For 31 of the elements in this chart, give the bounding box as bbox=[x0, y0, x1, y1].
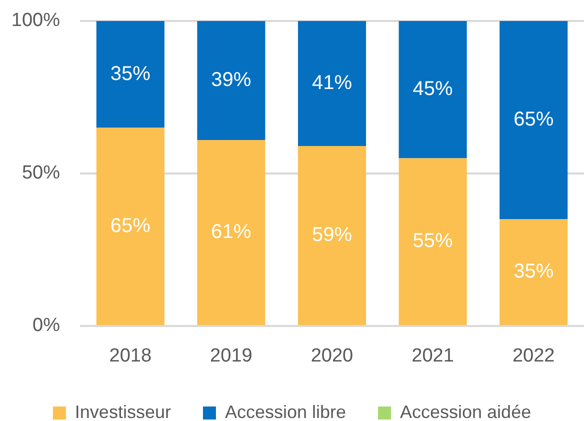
bar bbox=[197, 21, 266, 140]
bar bbox=[298, 21, 366, 146]
x-tick-label: 2021 bbox=[412, 346, 454, 367]
bar bbox=[398, 21, 467, 158]
data-label: 45% bbox=[412, 78, 454, 100]
data-label: 59% bbox=[312, 224, 352, 246]
bar bbox=[197, 140, 266, 325]
x-tick-label: 2022 bbox=[512, 346, 555, 367]
data-label: 65% bbox=[110, 214, 151, 237]
data-label: 41% bbox=[312, 72, 352, 94]
legend-label: Accession libre bbox=[224, 402, 346, 421]
x-tick-label: 2018 bbox=[109, 346, 152, 367]
y-tick-label: 50% bbox=[22, 162, 60, 184]
bar bbox=[96, 21, 164, 128]
bar bbox=[398, 158, 467, 325]
data-label: 35% bbox=[110, 62, 151, 85]
data-label: 55% bbox=[412, 230, 454, 252]
bar bbox=[500, 21, 568, 220]
bar bbox=[96, 128, 164, 325]
legend-label: Investisseur bbox=[74, 402, 171, 421]
bar bbox=[500, 219, 568, 325]
bar bbox=[298, 146, 366, 325]
data-label: 35% bbox=[514, 260, 554, 283]
y-tick-label: 100% bbox=[11, 10, 60, 32]
data-label: 39% bbox=[211, 68, 252, 91]
legend-label: Accession aidée bbox=[400, 402, 532, 421]
x-tick-label: 2019 bbox=[210, 346, 252, 367]
x-tick-label: 2020 bbox=[310, 346, 354, 367]
y-tick-label: 0% bbox=[32, 315, 60, 336]
data-label: 65% bbox=[514, 108, 554, 131]
data-label: 61% bbox=[211, 220, 252, 243]
